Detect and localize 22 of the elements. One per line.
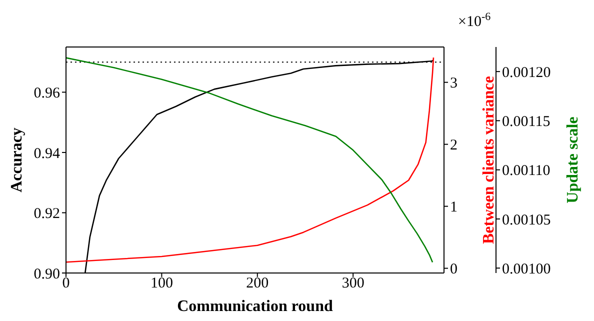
y3-tick-label: 0.00100 bbox=[502, 261, 551, 278]
y2-tick-label: 3 bbox=[450, 76, 458, 92]
y-tick-label: 0.96 bbox=[34, 86, 60, 102]
y-axis-title: Accuracy bbox=[8, 128, 26, 192]
y-tick-label: 0.92 bbox=[34, 206, 60, 222]
y-tick-label: 0.94 bbox=[34, 146, 60, 162]
y2-tick-label: 0 bbox=[450, 262, 458, 278]
y3-tick-label: 0.00120 bbox=[502, 64, 551, 81]
y3-tick-label: 0.00115 bbox=[502, 114, 550, 130]
x-tick-label: 200 bbox=[246, 276, 269, 292]
x-axis-title: Communication round bbox=[177, 298, 333, 315]
text: ×10$^{-6}$ bbox=[458, 11, 492, 30]
y2-tick-label: 1 bbox=[450, 200, 458, 216]
y3-tick-label: 0.00105 bbox=[502, 212, 551, 228]
x-tick-label: 0 bbox=[62, 276, 70, 292]
y3-axis-title: Update scale bbox=[564, 116, 582, 204]
y2-tick-label: 2 bbox=[450, 138, 458, 154]
y-tick-label: 0.90 bbox=[34, 266, 60, 282]
x-tick-label: 100 bbox=[150, 276, 173, 292]
x-tick-label: 300 bbox=[342, 276, 364, 292]
y2-axis-title: Between clients variance bbox=[480, 76, 498, 244]
y3-tick-label: 0.00110 bbox=[502, 163, 550, 180]
